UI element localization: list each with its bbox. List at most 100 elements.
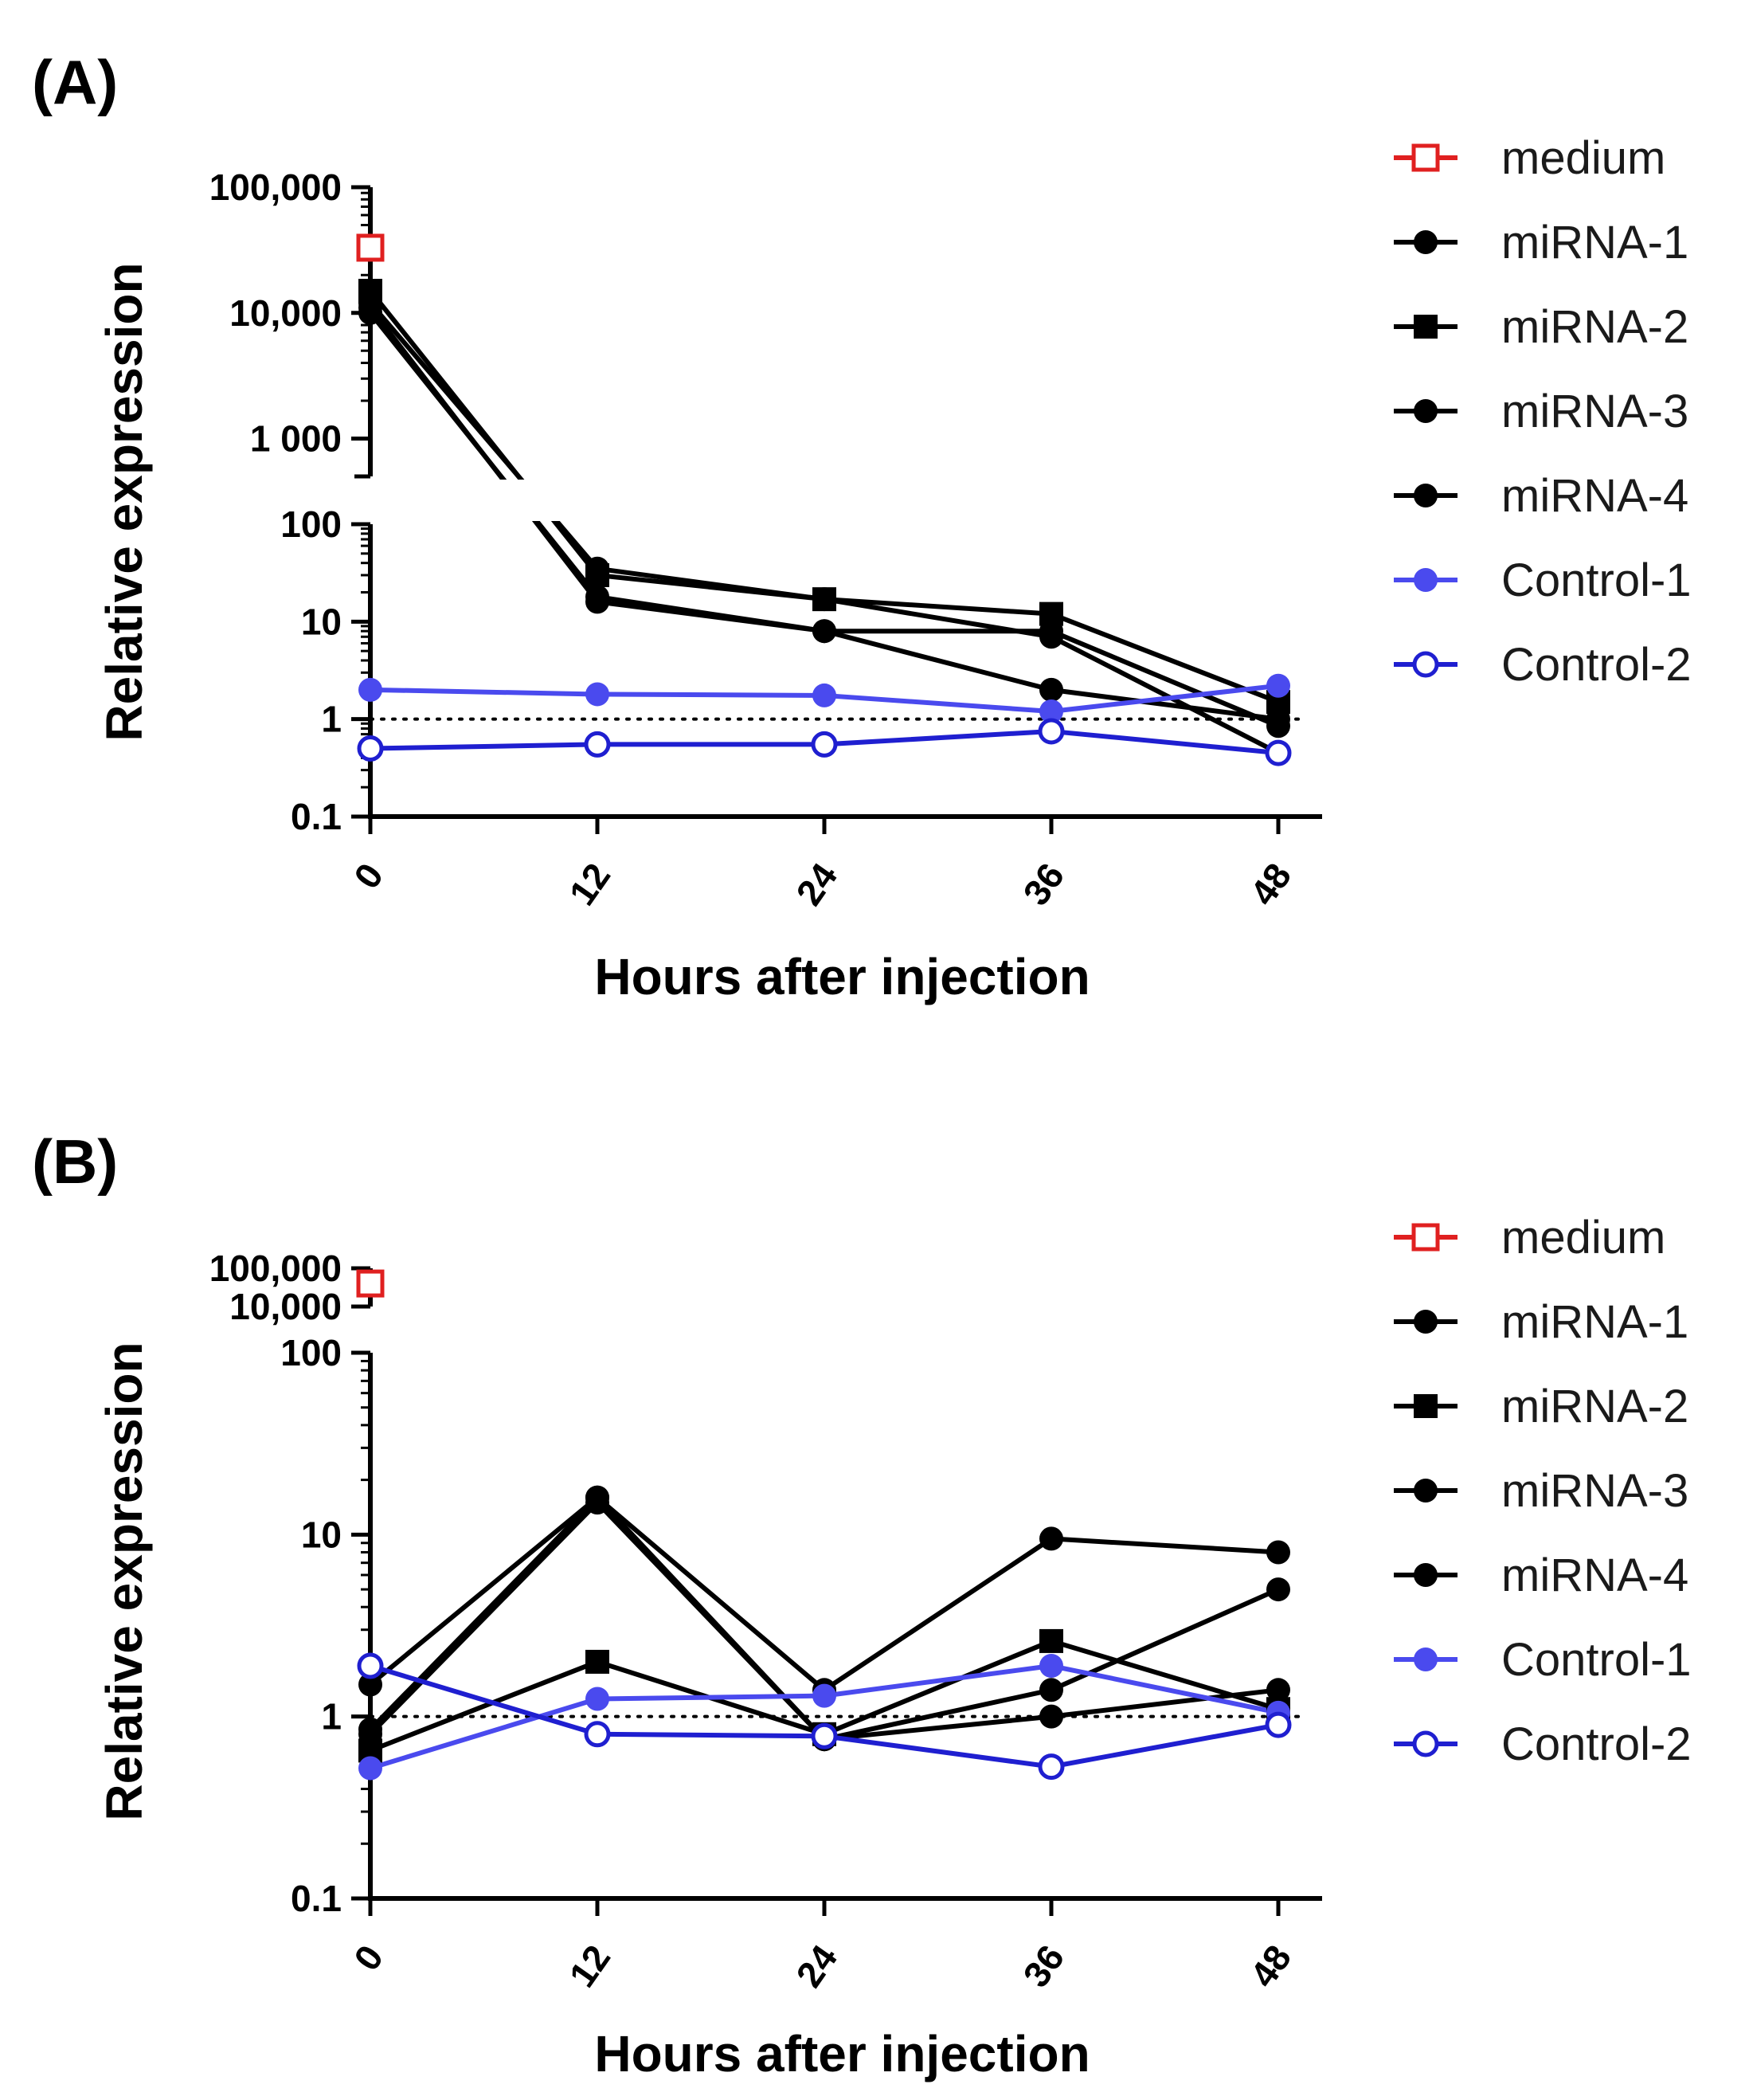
- x-axis-title: Hours after injection: [594, 948, 1090, 1005]
- series-line-segment: [822, 1638, 1054, 1737]
- point-mirna-1: [1039, 1526, 1063, 1551]
- series-line-segment: [1049, 611, 1281, 705]
- point-control-1: [1039, 1654, 1063, 1679]
- point-mirna-4: [585, 1491, 609, 1515]
- y-tick-label: 10: [301, 601, 342, 642]
- series-line-segment: [368, 1659, 600, 1753]
- series-group: [368, 1495, 1281, 1771]
- point-control-2: [811, 1722, 838, 1749]
- y-tick-label: 100: [280, 503, 342, 545]
- series-line-segment: [368, 310, 600, 600]
- legend-item-mirna-1: miRNA-1: [1394, 1296, 1688, 1348]
- x-tick-label: 48: [1242, 1937, 1299, 1995]
- legend-marker: [1414, 1479, 1438, 1503]
- legend-item-mirna-2: miRNA-2: [1394, 1381, 1688, 1432]
- point-mirna-4: [812, 619, 836, 644]
- series-line-segment: [595, 1500, 827, 1742]
- legend-marker: [1414, 1647, 1438, 1671]
- series-control-1: [368, 683, 1281, 714]
- series-group: [368, 288, 1281, 756]
- series-line-segment: [822, 629, 1054, 692]
- x-tick-label: 0: [346, 1937, 391, 1978]
- series-line-segment: [1049, 728, 1281, 756]
- series-line-segment: [595, 1731, 827, 1739]
- series-mirna-4: [368, 310, 1281, 729]
- series-mirna-4: [368, 1500, 1281, 1742]
- point-control-1: [585, 1687, 609, 1711]
- axis-break-gap: [346, 480, 593, 521]
- legend-item-mirna-4: miRNA-4: [1394, 470, 1688, 522]
- legend-marker: [1411, 1223, 1440, 1252]
- series-line-segment: [368, 1495, 600, 1732]
- point-mirna-4: [1039, 1704, 1063, 1729]
- series-line-segment: [595, 1495, 827, 1693]
- y-tick-label: 0.1: [291, 796, 342, 837]
- legend-item-control-1: Control-1: [1394, 1634, 1692, 1686]
- series-control-2: [368, 728, 1281, 756]
- series-mirna-2: [368, 288, 1281, 705]
- legend-item-control-2: Control-2: [1394, 1718, 1692, 1770]
- series-line-segment: [595, 594, 827, 634]
- y-tick-label: 1 000: [250, 418, 342, 460]
- point-mirna-2: [1039, 1628, 1063, 1653]
- legend: medium miRNA-1 miRNA-2 miRNA-3 miRNA-4 Contro…: [1394, 132, 1692, 691]
- point-mirna-1: [1266, 1540, 1290, 1565]
- series-line-segment: [595, 572, 827, 602]
- series-line-segment: [368, 1663, 600, 1737]
- series-line-segment: [822, 1714, 1054, 1742]
- axis-break-gap: [346, 1310, 394, 1350]
- point-control-2: [584, 731, 611, 758]
- point-control-2: [1038, 1753, 1065, 1781]
- y-tick-label: 10: [301, 1514, 342, 1555]
- point-medium: [356, 1269, 385, 1298]
- y-tick-label: 100: [280, 1332, 342, 1373]
- series-line-segment: [822, 728, 1054, 747]
- point-mirna-3: [1039, 677, 1063, 702]
- x-tick-label: 36: [1015, 1937, 1072, 1995]
- series-line-segment: [822, 1536, 1054, 1693]
- point-control-2: [1265, 739, 1292, 766]
- panel-label: (B): [32, 1126, 118, 1197]
- legend-marker: [1414, 230, 1438, 254]
- point-control-2: [584, 1721, 611, 1748]
- series-line-segment: [822, 692, 1054, 714]
- legend-label: miRNA-4: [1501, 470, 1688, 522]
- series-line-segment: [1049, 683, 1281, 714]
- legend-item-mirna-1: miRNA-1: [1394, 217, 1688, 268]
- point-mirna-2: [585, 1649, 609, 1674]
- x-ticks: 0 12 24 36 48: [346, 1898, 1299, 1995]
- x-ticks: 0 12 24 36 48: [346, 817, 1299, 913]
- series-line-segment: [368, 288, 600, 578]
- point-mirna-2: [812, 587, 836, 612]
- point-mirna-4: [585, 585, 609, 609]
- series-line-segment: [368, 742, 600, 751]
- series-line-segment: [822, 1734, 1054, 1769]
- legend-label: miRNA-2: [1501, 1381, 1688, 1432]
- legend-label: miRNA-3: [1501, 386, 1688, 437]
- point-control-2: [357, 1652, 384, 1679]
- legend-label: miRNA-3: [1501, 1465, 1688, 1517]
- legend-label: Control-2: [1501, 1718, 1692, 1770]
- point-mirna-4: [1266, 714, 1290, 739]
- series-line-segment: [368, 1495, 600, 1687]
- legend-item-mirna-3: miRNA-3: [1394, 1465, 1688, 1517]
- legend-marker: [1414, 1394, 1438, 1418]
- y-tick-label: 1: [321, 1696, 342, 1738]
- panel-a: (A) 0.1 1 10 100 1 000 10,000 100,000 0 12 24 36 48 R…: [32, 47, 1692, 1005]
- point-control-2: [1265, 1711, 1292, 1738]
- point-control-2: [1038, 718, 1065, 745]
- point-mirna-4: [1039, 619, 1063, 644]
- series-line-segment: [1049, 1638, 1281, 1712]
- series-control-2: [368, 1663, 1281, 1769]
- y-tick-label: 100,000: [209, 167, 342, 208]
- point-mirna-1: [358, 1672, 382, 1697]
- legend-marker: [1414, 1563, 1438, 1587]
- y-tick-label: 100,000: [209, 1248, 342, 1289]
- series-line-segment: [1049, 1722, 1281, 1769]
- legend-label: miRNA-1: [1501, 217, 1688, 268]
- legend-marker: [1414, 315, 1438, 339]
- panel-label: (A): [32, 47, 118, 117]
